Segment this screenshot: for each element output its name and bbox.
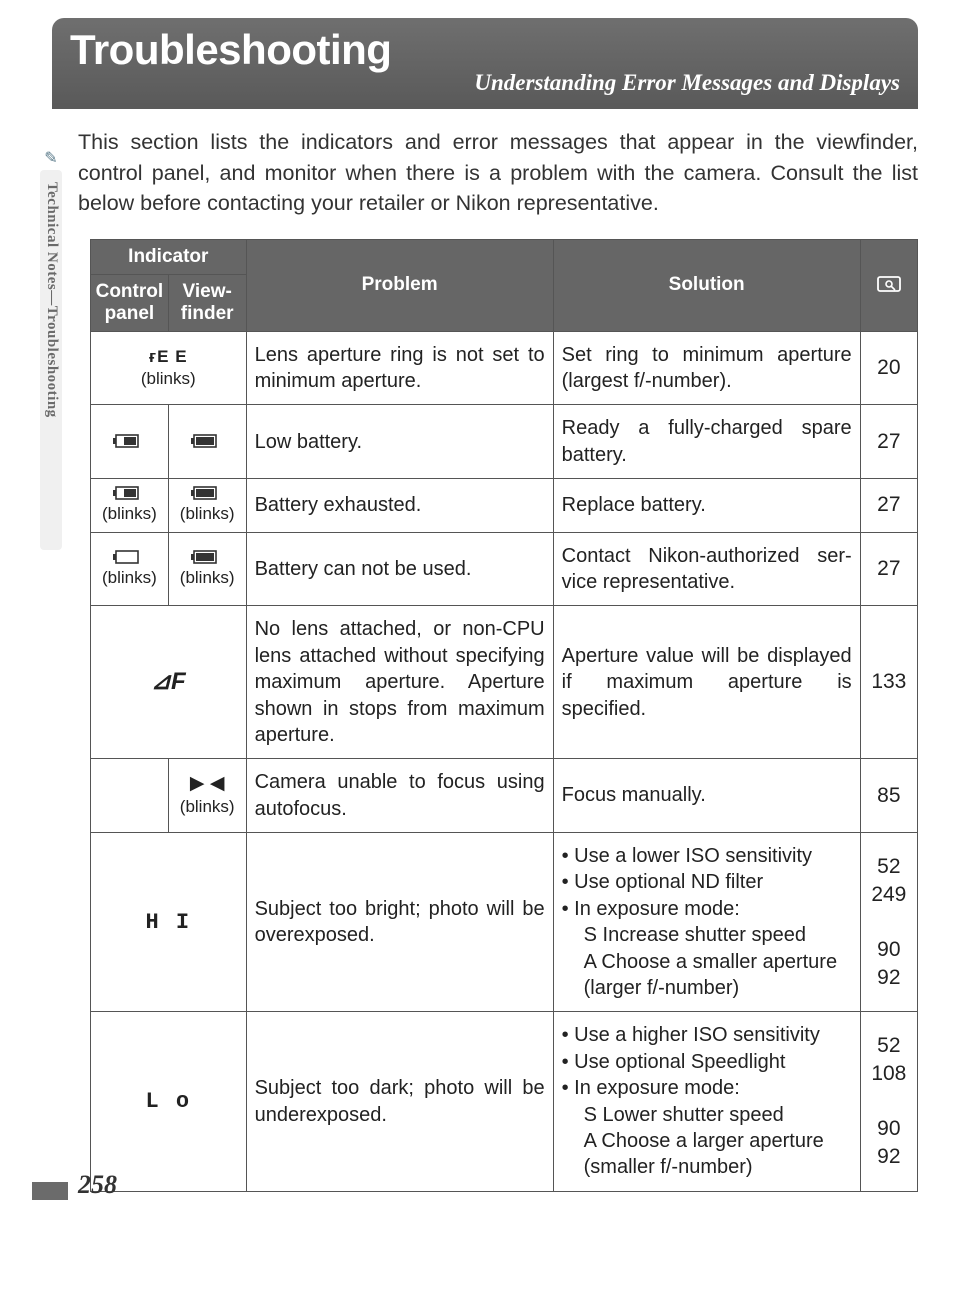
indicator-control-panel: (blinks) xyxy=(91,479,169,532)
table-head: Indicator Problem Solution Control panel… xyxy=(91,239,918,331)
blinks-label: (blinks) xyxy=(94,503,165,525)
th-viewfinder: View- finder xyxy=(168,274,246,331)
problem-cell: Subject too dark; photo will be underexp… xyxy=(246,1012,553,1191)
table-row: ⊿FNo lens attached, or non-CPU lens atta… xyxy=(91,606,918,759)
table-row: ▶ ◀ (blinks)Camera unable to focus using … xyxy=(91,759,918,833)
problem-cell: Battery exhausted. xyxy=(246,479,553,532)
blinks-label: (blinks) xyxy=(172,567,243,589)
blinks-label: (blinks) xyxy=(172,503,243,525)
indicator-viewfinder: (blinks) xyxy=(168,532,246,606)
section-icon: ✎ xyxy=(40,148,62,168)
indicator-viewfinder xyxy=(168,405,246,479)
problem-cell: Subject too bright; photo will be overex… xyxy=(246,833,553,1012)
reference-page: 20 xyxy=(860,331,917,405)
problem-cell: Lens aperture ring is not set to minimum… xyxy=(246,331,553,405)
side-tab-label: Technical Notes—Troubleshooting xyxy=(40,170,60,418)
left-margin-bar xyxy=(32,1182,68,1200)
problem-cell: Camera unable to focus using autofocus. xyxy=(246,759,553,833)
solution-cell: Replace battery. xyxy=(553,479,860,532)
table-row: Low battery.Ready a fully-charged spare … xyxy=(91,405,918,479)
indicator-merged: H I xyxy=(91,833,247,1012)
solution-cell: Ready a fully-charged spare battery. xyxy=(553,405,860,479)
blinks-label: (blinks) xyxy=(172,796,243,818)
reference-page: 27 xyxy=(860,405,917,479)
reference-page: 52 249 90 92 xyxy=(860,833,917,1012)
th-control-panel: Control panel xyxy=(91,274,169,331)
table-row: L oSubject too dark; photo will be under… xyxy=(91,1012,918,1191)
reference-page: 52 108 90 92 xyxy=(860,1012,917,1191)
solution-cell: • Use a higher ISO sensitivity• Use opti… xyxy=(553,1012,860,1191)
table-row: (blinks) (blinks)Battery can not be used… xyxy=(91,532,918,606)
blinks-label: (blinks) xyxy=(94,567,165,589)
page-number: 258 xyxy=(78,1170,117,1200)
title-block: Troubleshooting Understanding Error Mess… xyxy=(52,18,918,106)
th-ref-icon xyxy=(860,239,917,331)
error-table: Indicator Problem Solution Control panel… xyxy=(90,239,918,1192)
indicator-symbol: ▶ ◀ xyxy=(190,774,225,793)
table-body: ғE E(blinks)Lens aperture ring is not se… xyxy=(91,331,918,1191)
table-row: ғE E(blinks)Lens aperture ring is not se… xyxy=(91,331,918,405)
solution-cell: Focus manually. xyxy=(553,759,860,833)
problem-cell: Low battery. xyxy=(246,405,553,479)
th-indicator-group: Indicator xyxy=(91,239,247,274)
reference-page: 27 xyxy=(860,532,917,606)
indicator-merged: L o xyxy=(91,1012,247,1191)
table-row: H ISubject too bright; photo will be ove… xyxy=(91,833,918,1012)
problem-cell: No lens attached, or non-CPU lens attach… xyxy=(246,606,553,759)
title-underline xyxy=(52,106,918,109)
page: ✎ Technical Notes—Troubleshooting Troubl… xyxy=(0,0,954,1222)
indicator-control-panel xyxy=(91,759,169,833)
th-solution: Solution xyxy=(553,239,860,331)
reference-page: 85 xyxy=(860,759,917,833)
solution-cell: Aperture value will be dis­played if max… xyxy=(553,606,860,759)
indicator-control-panel: (blinks) xyxy=(91,532,169,606)
solution-cell: • Use a lower ISO sensitivity• Use optio… xyxy=(553,833,860,1012)
solution-cell: Set ring to minimum aperture (largest f/… xyxy=(553,331,860,405)
side-tab: Technical Notes—Troubleshooting xyxy=(40,170,62,550)
indicator-merged: ғE E(blinks) xyxy=(91,331,247,405)
solution-cell: Contact Nikon-authorized ser­vice repres… xyxy=(553,532,860,606)
indicator-merged: ⊿F xyxy=(91,606,247,759)
page-title: Troubleshooting xyxy=(70,26,900,74)
th-problem: Problem xyxy=(246,239,553,331)
indicator-viewfinder: ▶ ◀ (blinks) xyxy=(168,759,246,833)
indicator-control-panel xyxy=(91,405,169,479)
intro-text: This section lists the indicators and er… xyxy=(78,127,918,219)
table-row: (blinks) (blinks)Battery exhausted.Repla… xyxy=(91,479,918,532)
indicator-viewfinder: (blinks) xyxy=(168,479,246,532)
reference-page: 133 xyxy=(860,606,917,759)
problem-cell: Battery can not be used. xyxy=(246,532,553,606)
reference-page: 27 xyxy=(860,479,917,532)
